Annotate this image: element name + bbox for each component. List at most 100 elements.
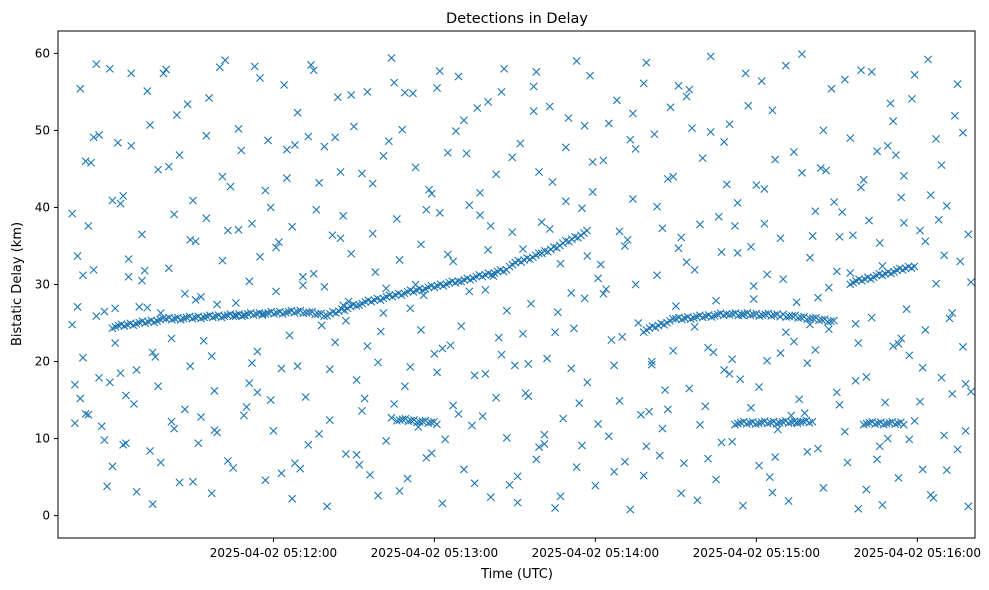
scatter-point	[797, 50, 806, 59]
scatter-point	[132, 366, 141, 375]
scatter-point	[556, 492, 565, 501]
delay-track-6-point	[427, 418, 436, 427]
chart-marks	[68, 50, 975, 514]
scatter-point	[865, 216, 874, 225]
scatter-point	[422, 205, 431, 214]
scatter-point	[663, 405, 672, 414]
scatter-point	[119, 191, 128, 200]
scatter-point	[950, 111, 959, 120]
scatter-point	[304, 132, 313, 141]
scatter-point	[720, 366, 729, 375]
scatter-point	[583, 252, 592, 260]
scatter-point	[594, 419, 603, 428]
scatter-point	[164, 162, 173, 171]
scatter-point	[518, 329, 527, 338]
scatter-point	[229, 463, 238, 472]
scatter-point	[403, 474, 412, 483]
scatter-point	[127, 141, 136, 150]
delay-track-1-point	[200, 313, 209, 322]
scatter-point	[70, 419, 79, 428]
scatter-point	[765, 473, 774, 482]
y-tick-label: 60	[35, 46, 50, 60]
scatter-point	[647, 360, 656, 369]
delay-track-3-point	[570, 232, 579, 241]
scatter-point	[438, 344, 447, 353]
scatter-point	[717, 438, 726, 447]
scatter-point	[712, 475, 721, 484]
delay-track-1-point	[240, 311, 249, 320]
scatter-point	[76, 394, 85, 403]
x-tick-label: 2025-04-02 05:12:00	[210, 546, 337, 560]
scatter-point	[934, 215, 943, 224]
delay-track-4-point	[767, 311, 776, 320]
scatter-point	[272, 243, 281, 252]
scatter-point	[588, 157, 597, 166]
delay-track-1-point	[229, 312, 238, 321]
scatter-point	[312, 205, 321, 214]
scatter-point	[822, 166, 831, 175]
scatter-point	[395, 487, 404, 495]
scatter-point	[569, 324, 578, 333]
scatter-point	[180, 289, 189, 298]
scatter-point	[470, 479, 479, 488]
scatter-point	[127, 69, 136, 78]
scatter-point	[685, 85, 694, 94]
delay-track-3-point	[583, 226, 591, 235]
scatter-point	[937, 161, 946, 170]
scatter-point	[851, 319, 860, 328]
scatter-point	[631, 280, 640, 289]
scatter-point	[803, 359, 812, 368]
scatter-point	[905, 351, 914, 360]
scatter-point	[867, 67, 876, 76]
scatter-point	[210, 386, 219, 395]
scatter-point	[481, 285, 490, 294]
scatter-point	[730, 221, 739, 230]
scatter-point	[704, 454, 713, 463]
delay-track-4-point	[758, 311, 767, 320]
scatter-point	[132, 487, 141, 496]
scatter-point	[620, 457, 629, 466]
scatter-point	[714, 212, 723, 221]
delay-track-4-point	[734, 311, 743, 320]
scatter-point	[535, 168, 544, 176]
scatter-point	[725, 369, 734, 378]
scatter-point	[701, 402, 710, 411]
delay-track-4-point	[668, 314, 677, 323]
scatter-point	[309, 66, 318, 75]
scatter-point	[873, 147, 882, 156]
scatter-point	[899, 171, 908, 180]
delay-track-4-point	[761, 310, 770, 319]
scatter-point	[197, 413, 205, 422]
scatter-point	[789, 147, 798, 156]
scatter-point	[508, 153, 517, 162]
scatter-point	[677, 489, 686, 498]
scatter-point	[304, 440, 313, 449]
scatter-point	[81, 409, 90, 418]
scatter-point	[940, 431, 949, 440]
scatter-point	[465, 201, 474, 210]
y-tick-label: 30	[35, 278, 50, 292]
scatter-point	[379, 151, 388, 160]
scatter-point	[604, 432, 613, 441]
scatter-point	[443, 250, 452, 259]
scatter-point	[881, 398, 890, 407]
scatter-point	[907, 94, 916, 103]
scatter-point	[317, 321, 326, 330]
scatter-point	[234, 225, 243, 234]
x-tick-label: 2025-04-02 05:16:00	[854, 546, 981, 560]
plot-frame	[57, 30, 976, 539]
scatter-point	[347, 90, 356, 99]
scatter-point	[752, 181, 761, 190]
scatter-point	[540, 430, 549, 439]
scatter-point	[433, 84, 442, 93]
delay-track-7-point	[742, 419, 751, 428]
scatter-point	[966, 278, 975, 287]
delay-track-4-point	[788, 311, 797, 320]
delay-track-7-point	[754, 419, 763, 428]
scatter-point	[170, 424, 179, 433]
scatter-point	[948, 309, 957, 317]
scatter-point	[808, 231, 817, 240]
scatter-point	[717, 248, 726, 257]
scatter-point	[325, 365, 334, 374]
scatter-point	[315, 429, 324, 438]
